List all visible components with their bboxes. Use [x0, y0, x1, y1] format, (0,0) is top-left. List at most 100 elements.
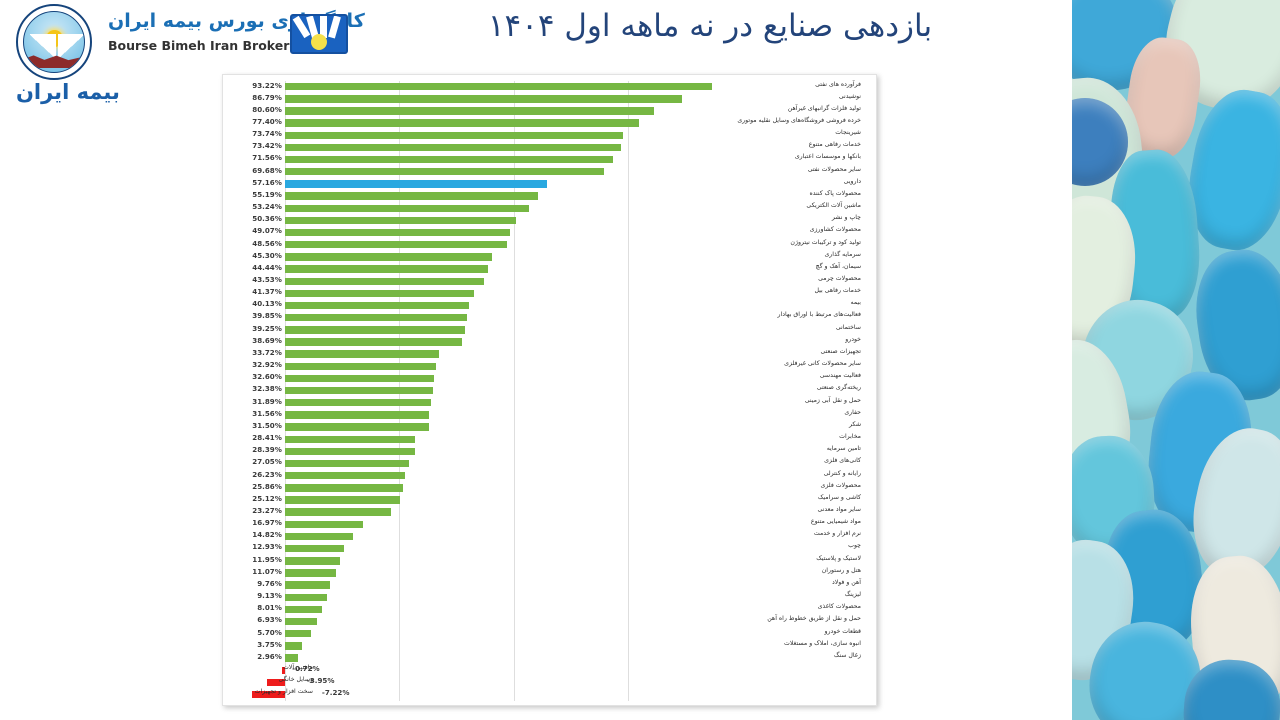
bar	[284, 204, 529, 212]
chart-bar-row: 6.93% حمل و نقل از طریق خطوط راه آهن	[239, 615, 861, 628]
bar	[284, 241, 508, 249]
chart-bar-row: 9.13% لیزینگ	[239, 591, 861, 604]
chart-bar-row: -7.22% سخت افزار و تجهیزات	[239, 688, 861, 701]
bar	[284, 228, 510, 237]
bar-category-label: خدمات رفاهی متنوع	[808, 141, 861, 149]
company-name-en: Bourse Bimeh Iran Brokerage Co.	[108, 38, 343, 53]
bar	[284, 593, 327, 601]
bar	[284, 496, 400, 504]
bar-category-label: خرده فروشی فروشگاه‌های وسایل نقلیه موتور…	[737, 116, 861, 124]
bar	[284, 472, 405, 480]
bar	[284, 411, 430, 419]
bar-category-label: فرآورده های نفتی	[815, 80, 861, 88]
chart-bar-row: 26.23% رایانه و کنترلی	[239, 470, 861, 482]
bar	[284, 301, 469, 310]
bar-value-label: 25.12%	[252, 493, 282, 503]
bar	[284, 605, 322, 614]
bar-category-label: لاستیک و پلاستیک	[816, 554, 861, 562]
bar-value-label: 39.25%	[252, 323, 282, 333]
bar-value-label: 32.60%	[252, 372, 282, 382]
bar-category-label: فعالیت‌های مرتبط با اوراق بهادار	[777, 311, 861, 319]
bar-value-label: 57.16%	[252, 177, 282, 187]
bar-value-label: 2.96%	[257, 651, 282, 661]
bar	[284, 642, 302, 650]
chart-bar-row: 9.76% آهن و فولاد	[239, 579, 861, 591]
bar-category-label: حمل و نقل از طریق خطوط راه آهن	[767, 615, 861, 623]
chart-bar-row: 3.75% انبوه سازی، املاک و مستغلات	[239, 640, 861, 652]
bar-value-label: 3.75%	[257, 639, 282, 649]
bar	[284, 168, 605, 176]
bar	[284, 557, 340, 565]
bar-value-label: 39.85%	[252, 311, 282, 321]
bar-value-label: 5.70%	[257, 627, 282, 637]
bar-value-label: 71.56%	[252, 153, 282, 163]
bar-category-label: تولید فلزات گرانبهای غیرآهن	[787, 104, 861, 112]
pills-photo	[1072, 0, 1280, 720]
bar-category-label: بیمه	[850, 299, 861, 307]
bar-value-label: 41.37%	[252, 287, 282, 297]
bar	[266, 678, 285, 687]
chart-bar-row: 28.39% تامین سرمایه	[239, 445, 861, 458]
chart-bar-row: 38.69% خودرو	[239, 336, 861, 348]
logo-block: کارگـزاری بورس بیمه ایران Bourse Bimeh I…	[8, 2, 364, 104]
chart-bar-row: 5.70% قطعات خودرو	[239, 628, 861, 640]
chart-bar-row: 14.82% نرم افزار و خدمت	[239, 530, 861, 543]
bar-category-label: هتل و رستوران	[821, 566, 861, 574]
bar-category-label: سایر محصولات نفتی	[807, 165, 861, 173]
bar-value-label: 28.39%	[252, 445, 282, 455]
chart-bar-row: 73.74% شیرینجات	[239, 129, 861, 142]
bar-value-label: 80.60%	[252, 104, 282, 114]
bar-value-label: 48.56%	[252, 238, 282, 248]
bar-value-label: -0.72%	[292, 664, 320, 674]
bar-category-label: خدمات رفاهی بیل	[814, 287, 861, 295]
chart-bar-row: 71.56% بانکها و موسسات اعتباری	[239, 153, 861, 166]
bar-value-label: 31.89%	[252, 396, 282, 406]
bar-category-label: تجهیزات صنعتی	[820, 347, 862, 355]
bar-category-label: تامین سرمایه	[826, 445, 861, 453]
bar-category-label: محصولات چرمی	[818, 275, 861, 282]
bar	[284, 143, 622, 152]
bar-category-label: انبوه سازی، املاک و مستغلات	[784, 639, 861, 647]
bar	[284, 386, 434, 395]
bar-value-label: 27.05%	[252, 457, 282, 467]
bar	[284, 131, 623, 140]
bar	[284, 447, 415, 456]
chart-bar-row: 39.85% فعالیت‌های مرتبط با اوراق بهادار	[239, 311, 861, 324]
bar-category-label: ماشین آلات	[282, 664, 313, 672]
bar-category-label: نرم افزار و خدمت	[813, 530, 861, 538]
chart-bar-row: 32.38% ریخته‌گری صنعتی	[239, 384, 861, 397]
bar-category-label: شکر	[848, 420, 861, 428]
bar-value-label: 32.92%	[252, 360, 282, 370]
bar	[284, 617, 317, 626]
bar-value-label: 14.82%	[252, 530, 282, 540]
bar-value-label: 11.07%	[252, 566, 282, 576]
chart-bar-row: 69.68% سایر محصولات نفتی	[239, 166, 861, 178]
chart-bar-row: 57.16% دارویی	[239, 178, 861, 190]
bar-value-label: 16.97%	[252, 518, 282, 528]
bar-chart: 93.22% فرآورده های نفتی 86.79% نوشیدنی 80.60…	[239, 81, 861, 701]
bar-value-label: 38.69%	[252, 335, 282, 345]
bar	[284, 520, 363, 529]
bar	[284, 313, 468, 322]
bar-category-label: شیرینجات	[835, 129, 861, 137]
gridline	[628, 81, 630, 701]
bar-category-label: فعالیت مهندسی	[819, 372, 861, 380]
bar-category-label: بانکها و موسسات اعتباری	[794, 153, 861, 161]
bar	[281, 666, 285, 674]
bar-value-label: 6.93%	[257, 615, 282, 625]
bar	[284, 265, 489, 273]
bar	[284, 630, 311, 638]
bimeh-iran-seal-icon	[16, 4, 92, 80]
bar-value-label: 9.76%	[257, 578, 282, 588]
bar	[284, 338, 463, 346]
bar	[284, 508, 392, 516]
bar	[284, 326, 465, 334]
chart-bar-row: 16.97% مواد شیمیایی متنوع	[239, 518, 861, 531]
bar-category-label: تولید کود و ترکیبات نیتروژن	[790, 238, 861, 246]
chart-bar-row: 12.93% چوب	[239, 542, 861, 555]
bar	[284, 654, 299, 662]
chart-bar-row: 31.89% حمل و نقل آبی زمینی	[239, 397, 861, 409]
bar-category-label: زغال سنگ	[833, 651, 861, 659]
bar-category-label: دارویی	[843, 177, 861, 185]
bar-category-label: ماشین آلات الکتریکی	[806, 202, 861, 210]
